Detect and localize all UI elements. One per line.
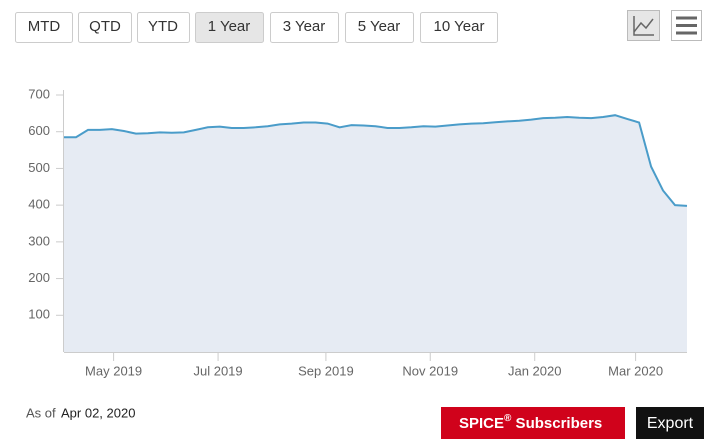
menu-button[interactable] xyxy=(671,10,702,41)
as-of-date: Apr 02, 2020 xyxy=(61,405,135,420)
range-button-selected[interactable]: 1 Year xyxy=(195,12,264,43)
range-button[interactable]: QTD xyxy=(78,12,132,43)
x-tick-label: Jul 2019 xyxy=(193,363,242,378)
y-tick-label: 700 xyxy=(28,86,50,101)
x-tick-label: Mar 2020 xyxy=(608,363,663,378)
y-tick-label: 500 xyxy=(28,160,50,175)
range-button[interactable]: YTD xyxy=(137,12,190,43)
button-label: MTD xyxy=(28,18,61,35)
export-button[interactable]: Export xyxy=(636,407,704,439)
x-tick-label: Sep 2019 xyxy=(298,363,354,378)
button-label: 5 Year xyxy=(358,18,401,35)
area xyxy=(64,115,687,352)
range-button[interactable]: 3 Year xyxy=(270,12,339,43)
button-label: YTD xyxy=(148,18,178,35)
subscribers: Subscribers xyxy=(511,415,602,432)
y-tick-label: 400 xyxy=(28,197,50,212)
y-tick-label: 600 xyxy=(28,123,50,138)
range-button[interactable]: MTD xyxy=(15,12,73,43)
as-of-label: As of xyxy=(26,405,56,420)
y-tick-label: 200 xyxy=(28,270,50,285)
spice-button[interactable]: SPICE® Subscribers xyxy=(441,407,625,439)
x-tick-label: Jan 2020 xyxy=(508,363,562,378)
button-label: 1 Year xyxy=(208,18,251,35)
button-label: SPICE® Subscribers xyxy=(459,413,602,432)
button-label: 3 Year xyxy=(283,18,326,35)
y-tick-label: 300 xyxy=(28,233,50,248)
x-tick-label: May 2019 xyxy=(85,363,142,378)
chart-type-button[interactable] xyxy=(627,10,660,41)
registered: ® xyxy=(504,413,512,424)
button-label: Export xyxy=(647,415,694,432)
line xyxy=(64,114,688,207)
range-button[interactable]: 5 Year xyxy=(345,12,414,43)
plot: 100 200 300 400 500 600 700 May 2019 Jul 2019 Sep… xyxy=(28,86,688,378)
spice: SPICE xyxy=(459,415,504,432)
y-tick-label: 100 xyxy=(28,307,50,322)
button-label: QTD xyxy=(89,18,121,35)
button-label: 10 Year xyxy=(434,18,485,35)
x-tick-label: Nov 2019 xyxy=(402,363,458,378)
range-button[interactable]: 10 Year xyxy=(420,12,498,43)
